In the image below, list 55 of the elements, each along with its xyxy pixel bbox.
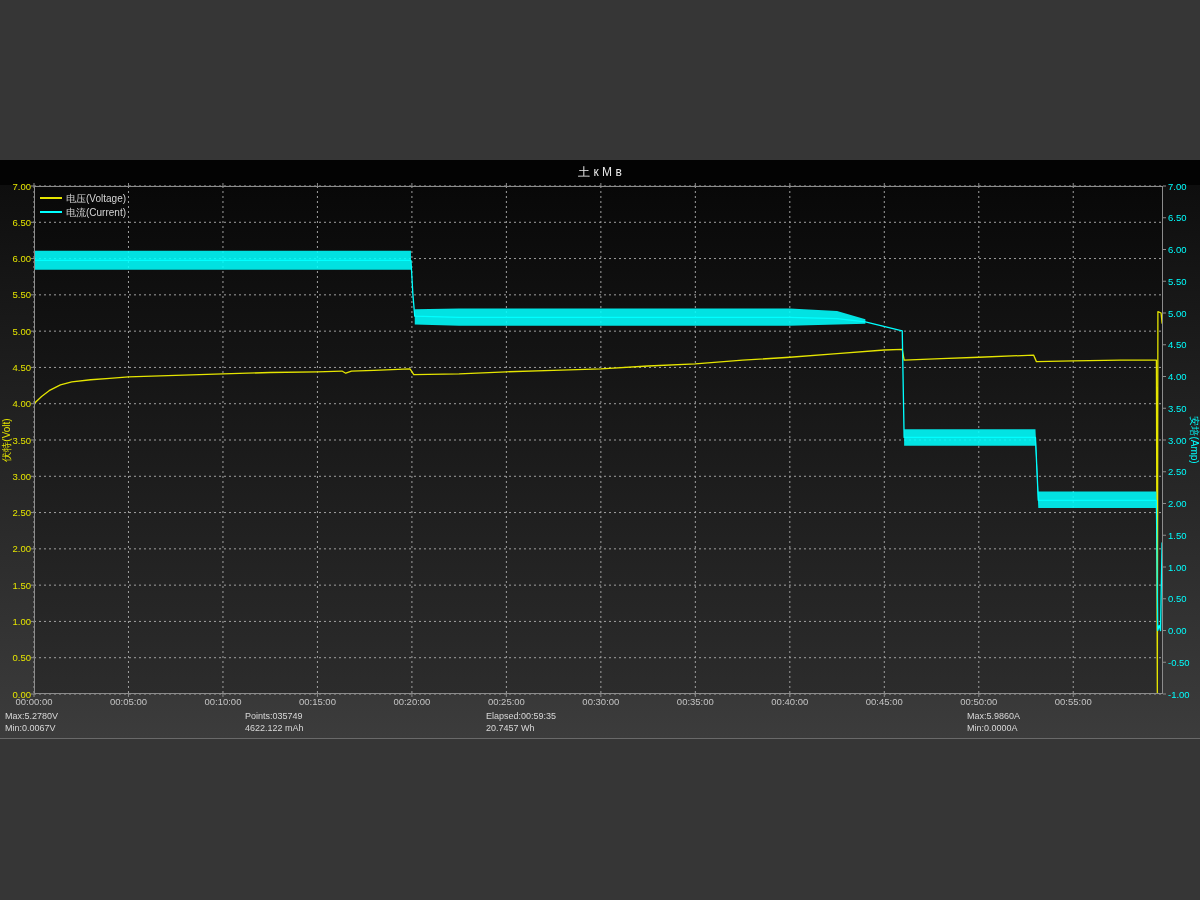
text: 4622.122 mAh bbox=[245, 723, 304, 733]
y2-tick-label: 6.00 bbox=[1168, 244, 1187, 255]
y2-tick-label: 2.00 bbox=[1168, 498, 1187, 509]
y-tick-label: 3.00 bbox=[12, 470, 31, 482]
x-tick-label: 00:55:00 bbox=[1054, 696, 1092, 707]
y-tick-label: 6.50 bbox=[12, 216, 31, 228]
y-tick-label: 4.50 bbox=[12, 361, 31, 373]
y2-tick-label: 0.00 bbox=[1168, 625, 1187, 636]
y2-tick-label: 6.50 bbox=[1168, 212, 1187, 224]
legend-label: 电压(Voltage) bbox=[66, 192, 127, 204]
x-tick-label: 00:25:00 bbox=[487, 696, 525, 707]
x-tick-label: 00:50:00 bbox=[960, 696, 998, 707]
x-tick-label: 00:20:00 bbox=[393, 696, 431, 707]
y2-tick-label: -1.00 bbox=[1168, 688, 1190, 700]
text: Max:5.2780V bbox=[5, 711, 59, 721]
text: 20.7457 Wh bbox=[486, 723, 535, 733]
text: Max:5.9860A bbox=[967, 711, 1021, 721]
text: Min:0.0067V bbox=[5, 723, 56, 733]
y2-tick-label: 1.00 bbox=[1168, 561, 1187, 573]
y2-tick-label: 1.50 bbox=[1168, 529, 1187, 541]
text: Elapsed:00:59:35 bbox=[486, 711, 557, 721]
x-tick-label: 00:30:00 bbox=[582, 696, 620, 707]
y-tick-label: 5.00 bbox=[12, 325, 31, 337]
y-tick-label: 3.50 bbox=[12, 434, 31, 446]
y2-tick-label: 4.50 bbox=[1168, 339, 1187, 351]
y2-tick-label: 3.00 bbox=[1168, 434, 1187, 446]
x-tick-label: 00:05:00 bbox=[109, 696, 147, 707]
y-tick-label: 5.50 bbox=[12, 289, 31, 301]
y-axis-title: 伏特(Volt) bbox=[1, 418, 12, 462]
y2-tick-label: -0.50 bbox=[1168, 656, 1190, 668]
legend-label: 电流(Current) bbox=[66, 206, 127, 218]
y2-tick-label: 7.00 bbox=[1168, 180, 1187, 192]
y-tick-label: 1.00 bbox=[12, 615, 31, 627]
text: Min:0.0000A bbox=[967, 723, 1018, 733]
y2-tick-label: 5.00 bbox=[1168, 307, 1187, 319]
chart-title: 土 к M в bbox=[578, 165, 622, 179]
y-tick-label: 2.00 bbox=[12, 543, 31, 555]
y2-axis-title: 安培(Amp) bbox=[1189, 416, 1200, 464]
y-tick-label: 4.00 bbox=[12, 398, 31, 410]
x-tick-label: 00:45:00 bbox=[865, 696, 903, 707]
x-tick-label: 00:10:00 bbox=[204, 696, 242, 707]
x-tick-label: 00:40:00 bbox=[771, 696, 809, 707]
x-tick-label: 00:15:00 bbox=[298, 696, 336, 707]
text: Points:035749 bbox=[245, 711, 303, 721]
y-tick-label: 7.00 bbox=[12, 180, 31, 192]
y-tick-label: 1.50 bbox=[12, 579, 31, 591]
y-tick-label: 6.00 bbox=[12, 253, 31, 265]
y-tick-label: 0.50 bbox=[12, 652, 31, 664]
y-tick-label: 2.50 bbox=[12, 507, 31, 519]
y2-tick-label: 3.50 bbox=[1168, 402, 1187, 414]
x-tick-label: 00:35:00 bbox=[676, 696, 714, 707]
y2-tick-label: 2.50 bbox=[1168, 466, 1187, 478]
y2-tick-label: 4.00 bbox=[1168, 371, 1187, 382]
y2-tick-label: 5.50 bbox=[1168, 275, 1187, 287]
y2-tick-label: 0.50 bbox=[1168, 593, 1187, 605]
